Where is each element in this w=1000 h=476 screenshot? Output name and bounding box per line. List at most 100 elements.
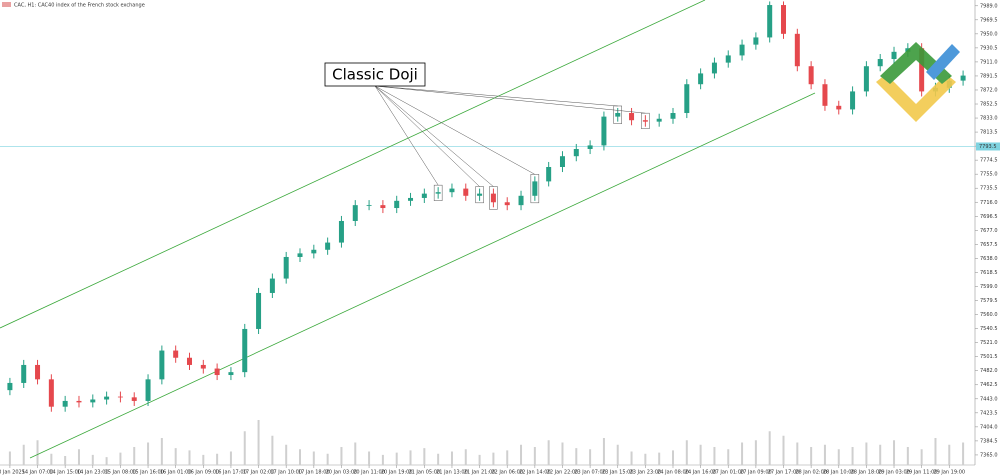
volume-bar bbox=[823, 444, 826, 465]
volume-bar bbox=[174, 448, 177, 465]
candle-body bbox=[615, 113, 621, 117]
volume-bar bbox=[326, 453, 329, 465]
volume-bar bbox=[160, 438, 163, 465]
y-tick-label: 7755.0 bbox=[980, 172, 998, 178]
x-tick-label: 20 Jan 03:00 bbox=[326, 470, 358, 476]
candle-body bbox=[435, 192, 441, 194]
volume-bar bbox=[879, 444, 882, 465]
y-tick-label: 7384.5 bbox=[980, 438, 998, 444]
candle-body bbox=[214, 368, 220, 376]
volume-bar bbox=[713, 447, 716, 465]
candle-body bbox=[228, 372, 234, 376]
x-tick-label: 17 Jan 02:00 bbox=[243, 470, 275, 476]
candle-body bbox=[725, 55, 731, 63]
x-tick-label: 21 Jan 05:00 bbox=[408, 470, 440, 476]
volume-bar bbox=[8, 451, 11, 465]
volume-bar bbox=[188, 450, 191, 465]
y-tick-label: 7638.0 bbox=[980, 256, 998, 262]
volume-bar bbox=[50, 453, 53, 465]
candle-body bbox=[76, 400, 82, 403]
x-tick-label: 14 Jan 23:00 bbox=[77, 470, 109, 476]
candle-body bbox=[891, 51, 897, 60]
volume-bar bbox=[395, 452, 398, 465]
candle-body bbox=[366, 205, 372, 206]
volume-bar bbox=[147, 442, 150, 465]
volume-bar bbox=[257, 420, 260, 465]
volume-bar bbox=[906, 447, 909, 465]
volume-bar bbox=[948, 444, 951, 465]
x-tick-label: 27 Jan 09:00 bbox=[740, 470, 772, 476]
y-tick-label: 7735.5 bbox=[980, 186, 998, 192]
y-tick-label: 7891.5 bbox=[980, 73, 998, 79]
x-tick-label: 22 Jan 06:00 bbox=[491, 470, 523, 476]
y-tick-label: 7462.5 bbox=[980, 382, 998, 388]
annotation-pointer bbox=[374, 85, 618, 107]
candle-body bbox=[117, 396, 123, 398]
volume-bar bbox=[837, 449, 840, 465]
volume-bar bbox=[133, 447, 136, 465]
candle-body bbox=[338, 220, 344, 243]
x-tick-label: 24 Jan 16:00 bbox=[685, 470, 717, 476]
doji-marker bbox=[613, 105, 622, 124]
candle-body bbox=[546, 166, 552, 182]
volume-bar bbox=[464, 449, 467, 465]
candle-body bbox=[573, 149, 579, 157]
x-tick-label: 17 Jan 18:00 bbox=[298, 470, 330, 476]
volume-bar bbox=[423, 448, 426, 465]
symbol-icon bbox=[2, 2, 11, 7]
candle-body bbox=[159, 350, 165, 380]
candle-body bbox=[684, 84, 690, 114]
x-tick-label: 14 Jan 15:00 bbox=[49, 470, 81, 476]
candle-body bbox=[242, 328, 248, 373]
y-tick-label: 7521.0 bbox=[980, 340, 998, 346]
volume-bar bbox=[616, 444, 619, 465]
x-tick-label: 20 Jan 19:00 bbox=[381, 470, 413, 476]
doji-marker bbox=[475, 186, 484, 204]
y-tick-label: 7872.0 bbox=[980, 87, 998, 93]
volume-bar bbox=[478, 454, 481, 465]
doji-marker bbox=[530, 174, 540, 204]
volume-bar bbox=[354, 442, 357, 465]
volume-bar bbox=[450, 451, 453, 465]
y-tick-label: 7482.0 bbox=[980, 368, 998, 374]
candle-body bbox=[960, 75, 966, 81]
y-tick-label: 7540.5 bbox=[980, 326, 998, 332]
x-tick-label: 17 Jan 10:00 bbox=[270, 470, 302, 476]
volume-bar bbox=[754, 440, 757, 465]
candle-body bbox=[173, 350, 179, 358]
volume-bar bbox=[920, 449, 923, 465]
y-tick-label: 7443.0 bbox=[980, 396, 998, 402]
x-tick-label: 27 Jan 17:00 bbox=[768, 470, 800, 476]
volume-bar bbox=[229, 451, 232, 465]
candle-body bbox=[200, 364, 206, 369]
candle-body bbox=[656, 118, 662, 122]
candle-body bbox=[808, 66, 814, 85]
candle-body bbox=[421, 193, 427, 198]
volume-bar bbox=[851, 447, 854, 465]
volume-bar bbox=[561, 442, 564, 465]
candle-body bbox=[794, 33, 800, 67]
candle-body bbox=[919, 48, 925, 92]
candle-body bbox=[35, 364, 41, 380]
x-tick-label: 16 Jan 01:00 bbox=[160, 470, 192, 476]
volume-bar bbox=[602, 438, 605, 465]
volume-bar bbox=[658, 452, 661, 465]
x-tick-label: 27 Jan 01:00 bbox=[712, 470, 744, 476]
annotation-pointer bbox=[374, 85, 494, 187]
volume-bar bbox=[243, 431, 246, 465]
volume-bar bbox=[934, 438, 937, 465]
channel-layer bbox=[0, 0, 975, 459]
volume-bar bbox=[368, 451, 371, 465]
candle-body bbox=[836, 105, 842, 110]
y-tick-label: 7677.0 bbox=[980, 228, 998, 234]
volume-bar bbox=[782, 435, 785, 465]
candle-body bbox=[629, 113, 635, 121]
volume-bar bbox=[644, 453, 647, 465]
volume-bar bbox=[962, 442, 965, 465]
chart-title: CAC, H1: CAC40 index of the French stock… bbox=[14, 3, 145, 9]
y-tick-label: 7930.5 bbox=[980, 45, 998, 51]
y-tick-label: 7657.5 bbox=[980, 242, 998, 248]
candle-body bbox=[767, 5, 773, 38]
volume-bar bbox=[36, 440, 39, 465]
